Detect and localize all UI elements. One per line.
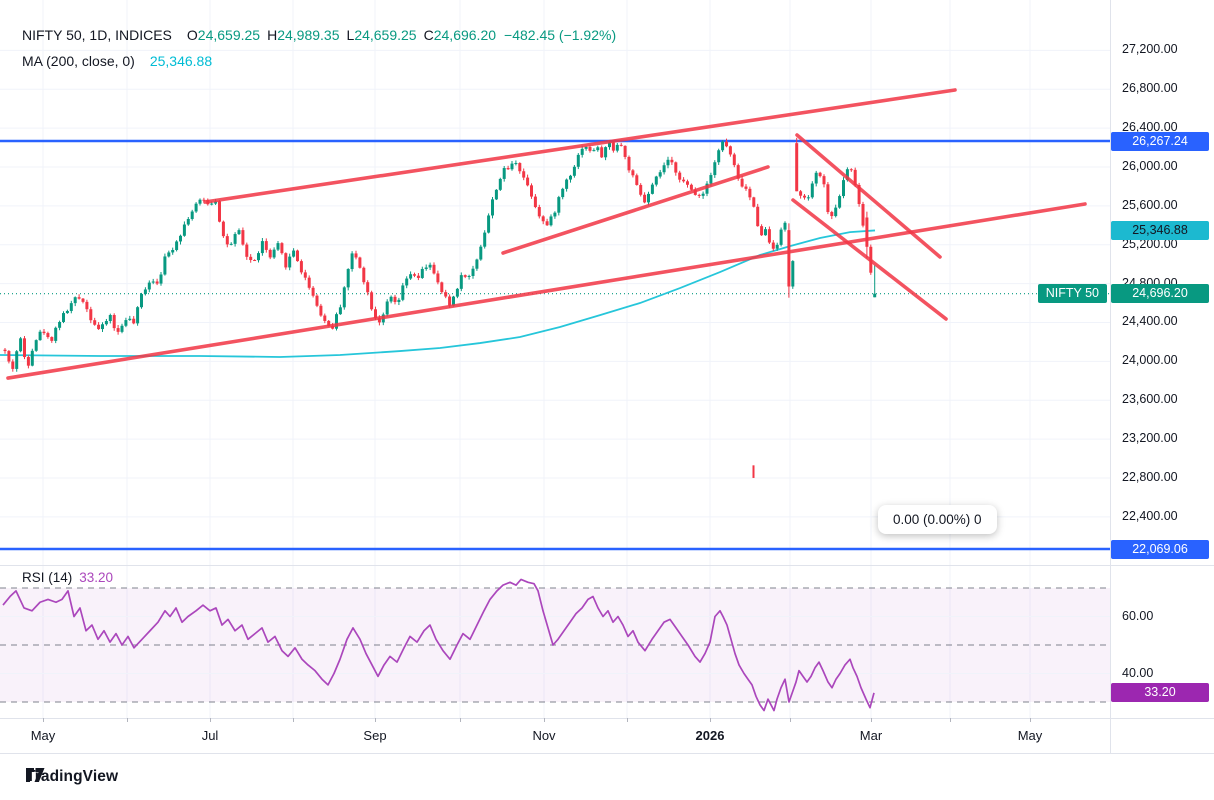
time-tickmark xyxy=(43,718,44,722)
ma200-line[interactable] xyxy=(0,229,876,358)
price-tick-label: 26,800.00 xyxy=(1122,81,1178,96)
time-tickmark xyxy=(210,718,211,722)
price-tick-label: 24,000.00 xyxy=(1122,353,1178,368)
trendline-ascending-resistance[interactable] xyxy=(203,88,957,204)
tradingview-brand-text: TradingView xyxy=(26,768,119,785)
symbol-title[interactable]: NIFTY 50, 1D, INDICES xyxy=(22,27,172,43)
pane-separator[interactable] xyxy=(0,565,1214,566)
time-tickmark xyxy=(627,718,628,722)
price-tick-label: 26,000.00 xyxy=(1122,158,1178,173)
time-axis-label-may: May xyxy=(30,728,56,743)
time-tickmark xyxy=(375,718,376,722)
rsi-value: 33.20 xyxy=(79,570,114,585)
high-label: H xyxy=(267,27,278,43)
symbol-legend[interactable]: NIFTY 50, 1D, INDICES O24,659.25 H24,989.3… xyxy=(22,22,616,74)
time-axis-label-sep: Sep xyxy=(363,728,387,743)
low-label: L xyxy=(346,27,355,43)
price-tick-label: 27,200.00 xyxy=(1122,42,1178,57)
price-tick-label: 25,200.00 xyxy=(1122,236,1178,251)
rsi-legend[interactable]: RSI (14) 33.20 xyxy=(22,570,113,585)
ma200-price-label: 25,346.88 xyxy=(1111,220,1209,240)
time-tickmark xyxy=(127,718,128,722)
candlestick-series[interactable] xyxy=(3,137,877,372)
symbol-legend-row: NIFTY 50, 1D, INDICES O24,659.25 H24,989.3… xyxy=(22,22,616,48)
time-axis-bottom-border xyxy=(0,753,1214,754)
time-axis-label-may: May xyxy=(1017,728,1043,743)
rsi-line[interactable] xyxy=(2,578,875,712)
tooltip-text: 0.00 (0.00%) 0 xyxy=(893,512,982,527)
time-tickmark xyxy=(710,718,711,722)
time-tickmark xyxy=(293,718,294,722)
price-tick-label: 24,400.00 xyxy=(1122,314,1178,329)
price-tick-label: 25,600.00 xyxy=(1122,197,1178,212)
time-tickmark xyxy=(544,718,545,722)
trendline-descending-channel-lower[interactable] xyxy=(791,198,948,321)
price-tick-label: 23,200.00 xyxy=(1122,431,1178,446)
time-axis-label-jul: Jul xyxy=(201,728,219,743)
open-value: 24,659.25 xyxy=(197,27,261,43)
open-label: O xyxy=(186,27,198,43)
trendline-wedge-support-steep[interactable] xyxy=(501,165,770,255)
price-tick-label: 22,400.00 xyxy=(1122,508,1178,523)
time-axis-label-nov: Nov xyxy=(532,728,556,743)
time-tickmark xyxy=(1030,718,1031,722)
time-axis[interactable]: May Jul Sep Nov 2026 Mar May xyxy=(0,718,1214,753)
gridlines xyxy=(0,0,1110,718)
price-tick-label: 26,400.00 xyxy=(1122,120,1178,135)
trendline-ascending-support-long[interactable] xyxy=(6,202,1087,380)
rsi-tick-label: 60.00 xyxy=(1122,608,1154,623)
rsi-value-label: 33.20 xyxy=(1111,683,1209,703)
low-value: 24,659.25 xyxy=(354,27,417,43)
price-tick-label: 23,600.00 xyxy=(1122,392,1178,407)
rsi-label[interactable]: RSI (14) xyxy=(22,570,73,585)
tradingview-logo[interactable]: TradingView xyxy=(26,768,118,786)
rsi-pane-bottom-separator xyxy=(0,718,1214,719)
symbol-name-tag: NIFTY 50 xyxy=(1037,284,1107,304)
last-price-label: 24,696.20 xyxy=(1111,284,1209,304)
high-value: 24,989.35 xyxy=(277,27,340,43)
price-axis[interactable]: 27,200.00 26,800.00 26,400.00 26,000.00 25,6… xyxy=(1110,0,1214,753)
price-axis-border xyxy=(1110,0,1111,753)
price-tick-label: 22,800.00 xyxy=(1122,469,1178,484)
rsi-tick-label: 40.00 xyxy=(1122,665,1154,680)
time-tickmark xyxy=(460,718,461,722)
rsi-band xyxy=(0,587,1110,703)
tradingview-logo-icon xyxy=(26,768,45,782)
time-axis-label-mar: Mar xyxy=(859,728,883,743)
change-tooltip: 0.00 (0.00%) 0 xyxy=(878,505,997,534)
ma-indicator-label[interactable]: MA (200, close, 0) xyxy=(22,53,135,69)
change-value: −482.45 (−1.92%) xyxy=(504,27,617,43)
time-tickmark xyxy=(950,718,951,722)
close-label: C xyxy=(423,27,434,43)
trendline-descending-channel-upper[interactable] xyxy=(795,133,942,259)
time-tickmark xyxy=(871,718,872,722)
time-axis-label-2026: 2026 xyxy=(695,728,725,743)
resistance-price-label: 26,267.24 xyxy=(1111,131,1209,151)
ma-legend-row: MA (200, close, 0) 25,346.88 xyxy=(22,48,616,74)
close-value: 24,696.20 xyxy=(433,27,497,43)
ma-indicator-value: 25,346.88 xyxy=(149,53,213,69)
time-tickmark xyxy=(790,718,791,722)
support-price-label: 22,069.06 xyxy=(1111,539,1209,559)
